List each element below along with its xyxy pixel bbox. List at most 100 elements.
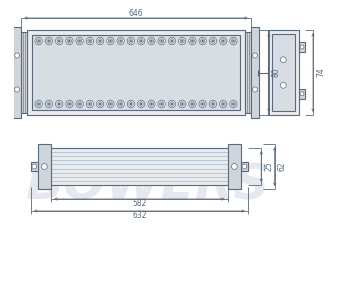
Circle shape [171,103,173,105]
Circle shape [300,92,304,96]
Circle shape [252,87,258,92]
Circle shape [37,102,41,106]
Circle shape [108,102,113,106]
Bar [228,144,241,189]
Circle shape [233,103,234,105]
Circle shape [117,100,124,108]
Bar [27,30,245,115]
Circle shape [151,40,152,42]
Circle shape [55,37,63,45]
Circle shape [140,40,142,42]
Circle shape [211,39,215,43]
Circle shape [37,39,41,43]
Circle shape [212,103,214,105]
Circle shape [96,37,104,45]
Circle shape [130,40,132,42]
Circle shape [189,100,196,108]
Circle shape [161,40,163,42]
Circle shape [151,103,152,105]
Circle shape [139,102,143,106]
Circle shape [69,103,70,105]
Circle shape [107,37,114,45]
Circle shape [231,102,236,106]
Circle shape [252,53,258,58]
Text: 25: 25 [264,162,273,171]
Circle shape [99,40,101,42]
Circle shape [120,40,121,42]
Circle shape [170,39,174,43]
Circle shape [110,103,111,105]
Circle shape [67,102,72,106]
Circle shape [69,40,70,42]
Circle shape [42,164,47,169]
Text: BOWERS: BOWERS [26,161,270,209]
Circle shape [200,102,205,106]
Circle shape [160,39,164,43]
Circle shape [38,103,40,105]
Circle shape [202,40,203,42]
Circle shape [86,37,94,45]
Text: 582: 582 [132,200,147,208]
Circle shape [202,103,203,105]
Circle shape [212,40,214,42]
Text: 62: 62 [277,162,287,171]
Circle shape [168,100,175,108]
Circle shape [148,100,155,108]
Circle shape [88,102,92,106]
Circle shape [130,103,132,105]
Circle shape [300,45,304,49]
Circle shape [67,39,72,43]
Circle shape [129,39,133,43]
Circle shape [158,100,165,108]
Bar [251,27,259,118]
Circle shape [55,100,63,108]
Circle shape [107,100,114,108]
Circle shape [219,37,227,45]
Circle shape [120,103,121,105]
Circle shape [45,100,52,108]
Circle shape [98,39,102,43]
Circle shape [161,103,163,105]
Circle shape [200,39,205,43]
Circle shape [88,39,92,43]
Circle shape [138,100,145,108]
Bar [32,35,240,110]
Circle shape [35,37,42,45]
Text: 646: 646 [129,10,143,19]
Circle shape [231,39,236,43]
Circle shape [242,164,247,169]
Bar [21,32,27,113]
Circle shape [209,100,217,108]
Circle shape [79,103,80,105]
Circle shape [48,40,50,42]
Circle shape [32,164,37,169]
Circle shape [15,87,20,92]
Bar [38,144,51,189]
Circle shape [192,103,193,105]
Circle shape [58,40,60,42]
Bar [31,162,38,171]
Circle shape [66,100,73,108]
Circle shape [170,102,174,106]
Circle shape [119,39,123,43]
Circle shape [140,103,142,105]
Circle shape [230,100,237,108]
Bar [299,89,305,99]
Circle shape [182,40,183,42]
Circle shape [98,102,102,106]
Circle shape [281,82,286,88]
Circle shape [221,39,225,43]
Circle shape [79,40,80,42]
Circle shape [281,57,286,63]
Circle shape [221,102,225,106]
Text: 80: 80 [272,68,281,77]
Circle shape [108,39,113,43]
Circle shape [219,100,227,108]
Circle shape [182,103,183,105]
Circle shape [110,40,111,42]
Circle shape [47,102,51,106]
Circle shape [77,102,82,106]
Circle shape [47,39,51,43]
Circle shape [117,37,124,45]
Bar [13,27,21,118]
